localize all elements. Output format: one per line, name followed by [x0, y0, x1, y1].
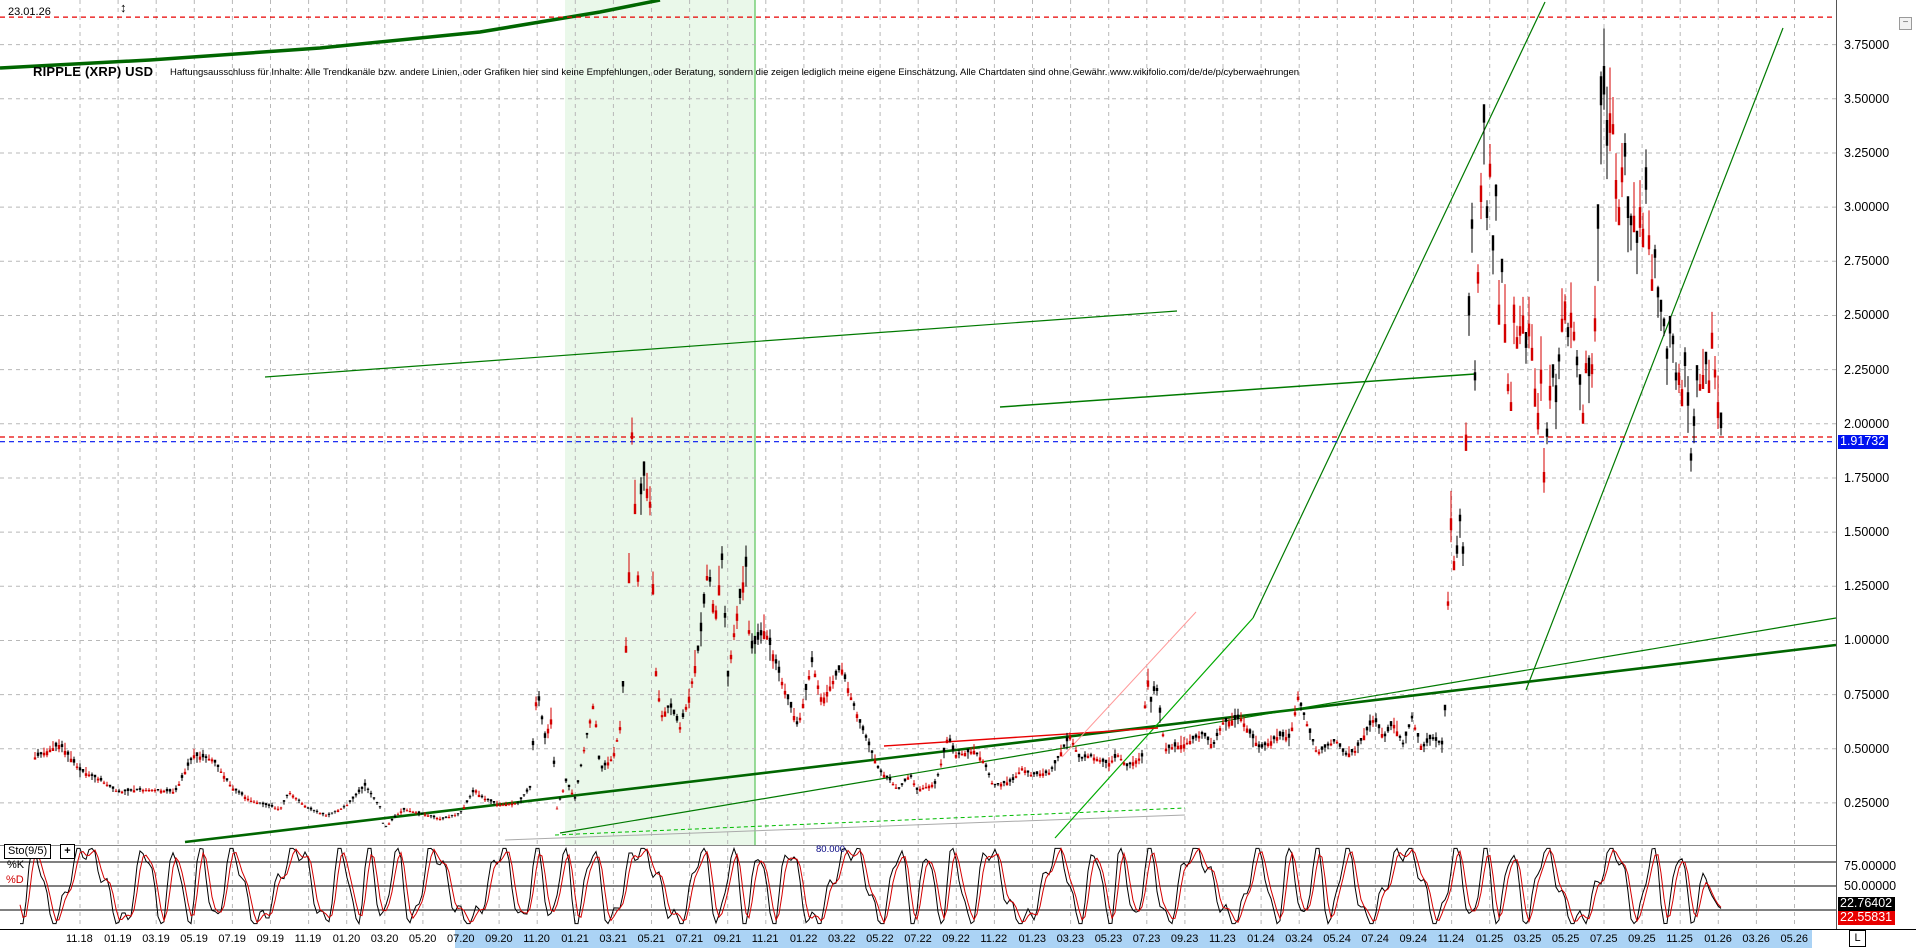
time-axis-label: 01.21	[561, 933, 589, 945]
price-axis-label: 1.75000	[1844, 470, 1890, 485]
time-axis-label: 07.25	[1590, 933, 1618, 945]
axis-separator	[1836, 0, 1837, 929]
time-axis-label: 03.19	[142, 933, 170, 945]
time-axis-label: 11.24	[1437, 933, 1465, 945]
disclaimer-text: Haftungsausschluss für Inhalte: Alle Tre…	[170, 67, 1300, 78]
collapse-button[interactable]: −	[1899, 17, 1912, 30]
candles-down-bodies	[33, 113, 1720, 825]
price-axis-label: 0.75000	[1844, 687, 1890, 702]
stoch-d-line	[19, 847, 1722, 924]
stoch-level-80-label: 80.000	[816, 844, 846, 855]
time-axis-label: 01.24	[1247, 933, 1275, 945]
price-axis-label: 2.75000	[1844, 254, 1890, 269]
pane-divider[interactable]	[0, 845, 1836, 846]
price-axis-label: 3.75000	[1844, 37, 1890, 52]
price-axis-label: 3.00000	[1844, 200, 1890, 215]
time-axis-label: 03.22	[828, 933, 856, 945]
stoch-k-label: %K	[7, 859, 25, 871]
time-axis-label: 03.26	[1742, 933, 1770, 945]
time-axis-label: 05.20	[408, 933, 437, 945]
time-axis-label: 11.21	[751, 933, 779, 945]
time-axis-label: 01.23	[1018, 933, 1047, 945]
trendline-support-dashed[interactable]	[554, 807, 1186, 836]
time-axis-label: 01.25	[1475, 933, 1504, 945]
price-axis-label: 3.25000	[1844, 145, 1890, 160]
time-axis-label: 11.23	[1209, 933, 1236, 945]
time-axis-label: 03.24	[1285, 933, 1313, 945]
stoch-axis-50: 50.00000	[1844, 879, 1897, 893]
log-scale-button[interactable]: L	[1849, 930, 1866, 947]
time-axis-label: 07.23	[1132, 933, 1161, 945]
price-axis-label: 3.50000	[1844, 91, 1890, 106]
indicator-name-box[interactable]: Sto(9/5)	[4, 844, 52, 859]
time-axis-label: 01.26	[1704, 933, 1732, 945]
candles-up-wicks	[37, 28, 1722, 828]
time-axis-label: 09.25	[1628, 933, 1656, 945]
time-axis-label: 07.19	[218, 933, 246, 945]
time-axis-label: 05.22	[866, 933, 894, 945]
time-axis-label: 09.19	[256, 933, 285, 945]
time-axis-label: 05.24	[1323, 933, 1351, 945]
trendline-resistance-line-a1[interactable]	[264, 310, 1178, 378]
time-axis-label: 05.19	[180, 933, 208, 945]
time-axis-label: 09.20	[485, 933, 513, 945]
stoch-d-badge: 22.55831	[1838, 911, 1896, 925]
price-axis-label: 2.00000	[1844, 416, 1890, 431]
time-axis-label: 03.21	[599, 933, 627, 945]
time-axis-label: 11.20	[523, 933, 550, 945]
time-axis-label: 05.25	[1551, 933, 1580, 945]
time-axis-label: 07.22	[904, 933, 932, 945]
time-axis-label: 07.24	[1361, 933, 1389, 945]
trendline-support-thick[interactable]	[184, 643, 1837, 844]
time-axis-label: 09.22	[942, 933, 970, 945]
trendline-channel-steep-left[interactable]	[1252, 1, 1546, 619]
time-axis-label: 11.25	[1666, 933, 1693, 945]
time-axis-label: 11.22	[980, 933, 1008, 945]
time-axis-label: 07.20	[447, 933, 475, 945]
time-axis-label: 05.26	[1780, 933, 1809, 945]
candles-up-bodies	[36, 66, 1723, 827]
time-axis-label: 03.23	[1056, 933, 1085, 945]
time-axis-label: 01.22	[789, 933, 818, 945]
price-axis-label: 1.00000	[1844, 633, 1890, 648]
alarm-date-label[interactable]: 23.01.26	[8, 6, 51, 18]
price-axis-label: 1.50000	[1844, 525, 1890, 540]
trendline-resistance-line-a2[interactable]	[999, 373, 1476, 408]
time-axis-label: 09.24	[1399, 933, 1428, 945]
time-axis-label: 07.21	[675, 933, 704, 945]
time-axis-label: 09.23	[1170, 933, 1199, 945]
price-axis-label: 2.50000	[1844, 308, 1890, 323]
time-axis-label: 05.23	[1094, 933, 1123, 945]
stoch-k-badge: 22.76402	[1838, 897, 1896, 911]
trendline-red-resistance[interactable]	[883, 727, 1159, 747]
price-axis-label: 0.25000	[1844, 795, 1890, 810]
current-price-badge: 1.91732	[1838, 435, 1889, 449]
price-axis-label: 0.50000	[1844, 741, 1890, 756]
time-axis-selection[interactable]	[455, 930, 1812, 948]
trendline-channel-steep-right[interactable]	[1525, 27, 1784, 691]
time-axis-label: 09.21	[713, 933, 742, 945]
vertical-resize-icon[interactable]: ↕	[120, 0, 127, 15]
time-axis-label: 03.20	[370, 933, 399, 945]
highlight-band-2021	[565, 0, 755, 845]
stoch-k-line	[20, 846, 1722, 926]
price-axis-label: 1.25000	[1844, 579, 1890, 594]
time-axis-label: 11.19	[294, 933, 322, 945]
time-axis-label: 03.25	[1513, 933, 1542, 945]
time-axis-label: 05.21	[637, 933, 666, 945]
price-axis-label: 2.25000	[1844, 362, 1890, 377]
time-axis-label: 11.18	[66, 933, 93, 945]
time-axis-label: 01.20	[332, 933, 361, 945]
time-axis-label: 01.19	[104, 933, 132, 945]
page-title: RIPPLE (XRP) USD	[33, 64, 154, 79]
stoch-axis-75: 75.00000	[1844, 859, 1897, 873]
stoch-d-label: %D	[6, 874, 24, 886]
trendline-support-thin[interactable]	[559, 617, 1837, 834]
add-indicator-button[interactable]: +	[60, 844, 75, 859]
trendline-pink-diagonal[interactable]	[1061, 611, 1197, 758]
trendline-long-term-upper-curve[interactable]	[0, 0, 661, 70]
